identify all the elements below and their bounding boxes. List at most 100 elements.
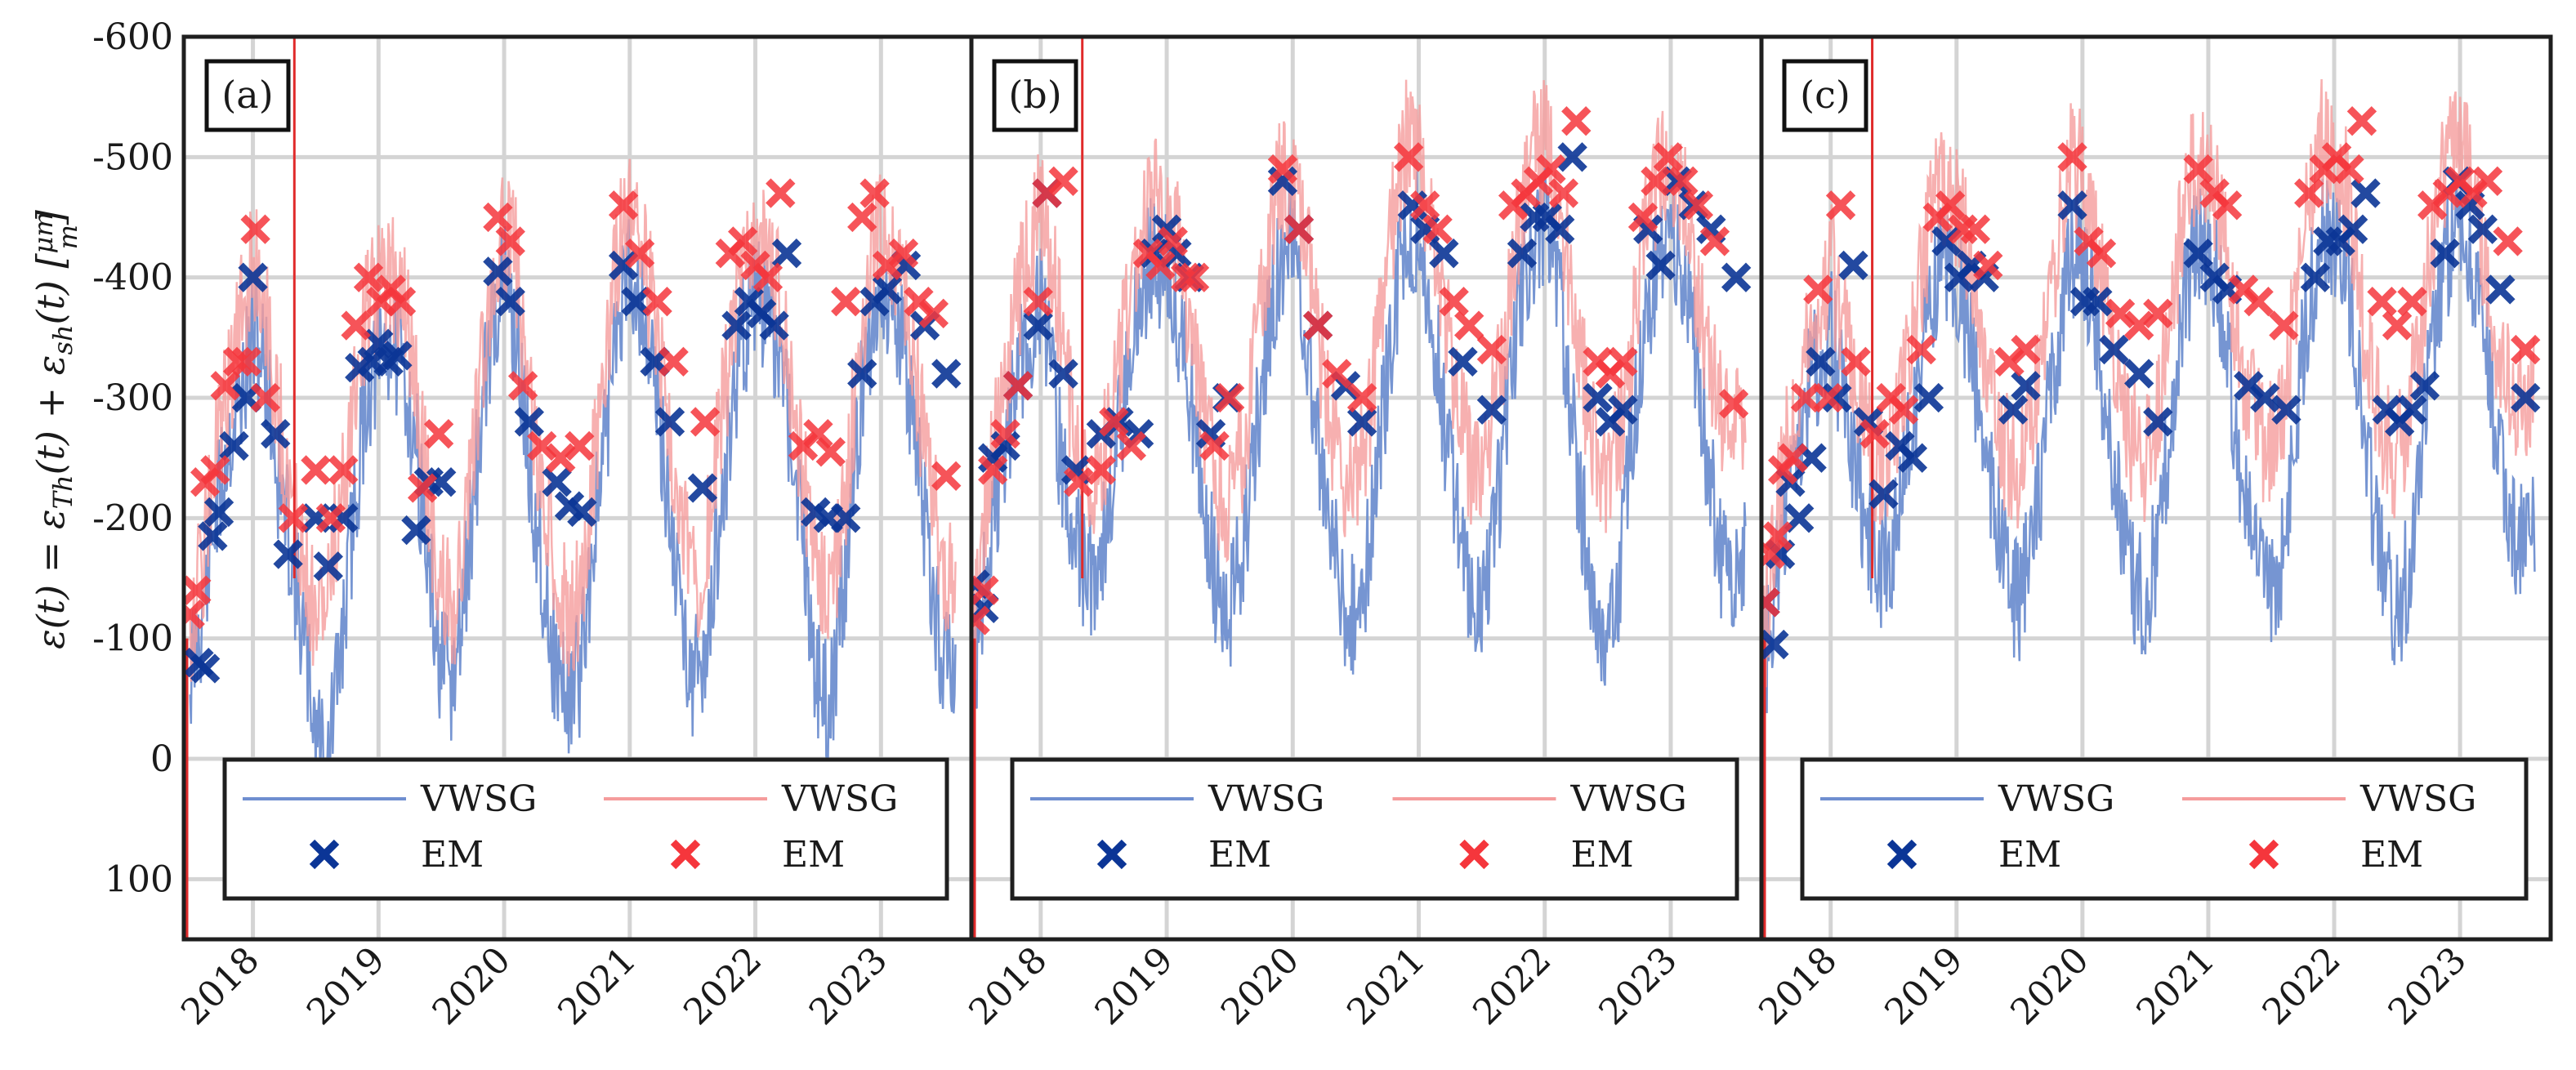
red-em-marker bbox=[1859, 419, 1890, 449]
blue-em-marker bbox=[654, 407, 685, 437]
blue-em-marker bbox=[1721, 262, 1752, 292]
red-em-marker bbox=[483, 202, 513, 233]
red-em-marker bbox=[1790, 382, 1821, 413]
panel-tag-text: (c) bbox=[1800, 73, 1851, 117]
red-em-marker bbox=[888, 239, 919, 269]
red-em-marker bbox=[2212, 190, 2243, 221]
y-tick-label: -400 bbox=[92, 257, 173, 299]
x-tick-label: 2023 bbox=[2381, 939, 2475, 1033]
x-tick-label: 2019 bbox=[299, 939, 393, 1033]
red-em-marker bbox=[690, 407, 721, 437]
blue-em-marker bbox=[2143, 407, 2173, 437]
panel-b: (b) VWSG VWSG EM EM 2018 2019 2020 2021 2022 2023 bbox=[961, 34, 1764, 1033]
blue-em-marker bbox=[1868, 479, 1899, 510]
red-em-marker bbox=[1346, 382, 1377, 413]
red-em-marker bbox=[184, 600, 205, 630]
blue-em-marker bbox=[1998, 395, 2029, 425]
red-em-marker bbox=[2367, 286, 2397, 317]
blue-em-marker bbox=[847, 359, 877, 389]
blue-em-marker bbox=[2183, 239, 2213, 269]
red-em-marker bbox=[386, 286, 417, 317]
blue-em-marker bbox=[2099, 334, 2129, 365]
blue-em-marker bbox=[2300, 262, 2331, 292]
x-tick-label: 2022 bbox=[2255, 939, 2349, 1033]
blue-em-marker bbox=[261, 419, 291, 449]
panel-tag: (a) bbox=[204, 59, 291, 132]
legend-label: EM bbox=[1998, 834, 2061, 876]
red-em-marker bbox=[2183, 154, 2213, 185]
red-em-marker bbox=[184, 575, 212, 605]
panel-tag: (c) bbox=[1782, 59, 1868, 132]
red-em-marker bbox=[1284, 214, 1315, 244]
legend-label: EM bbox=[1208, 834, 1271, 876]
red-em-marker bbox=[315, 503, 346, 533]
red-em-marker bbox=[2397, 286, 2427, 317]
blue-em-marker bbox=[238, 262, 268, 292]
legend-marker-swatch bbox=[1096, 839, 1127, 870]
blue-em-marker bbox=[2250, 382, 2280, 413]
panel-tag-text: (b) bbox=[1008, 73, 1061, 117]
legend: VWSG VWSG EM EM bbox=[1010, 757, 1739, 901]
legend-label: VWSG bbox=[781, 778, 898, 820]
blue-em-marker bbox=[1913, 382, 1944, 413]
red-em-marker bbox=[1099, 407, 1129, 437]
blue-em-marker bbox=[1448, 346, 1478, 377]
red-em-marker bbox=[1002, 371, 1034, 401]
red-em-marker bbox=[1322, 359, 1352, 389]
legend-marker-swatch bbox=[670, 839, 701, 870]
x-tick-label: 2018 bbox=[1751, 939, 1845, 1033]
x-tick-label: 2023 bbox=[1591, 939, 1685, 1033]
blue-em-marker bbox=[1822, 382, 1852, 413]
blue-em-marker bbox=[759, 310, 789, 341]
panel-a: (a) VWSG VWSG EM EM 2018 2019 2020 2021 2022 2023 bbox=[173, 34, 974, 1033]
blue-vwsg-line bbox=[1761, 178, 2536, 720]
blue-em-marker bbox=[495, 286, 525, 317]
red-em-marker bbox=[565, 430, 595, 461]
legend-marker-swatch bbox=[2248, 839, 2279, 870]
red-em-marker bbox=[546, 443, 576, 473]
red-em-marker bbox=[2294, 178, 2324, 208]
red-em-marker bbox=[2269, 310, 2299, 341]
red-em-marker bbox=[210, 371, 240, 401]
y-tick-label: -300 bbox=[92, 377, 173, 419]
red-em-marker bbox=[1476, 334, 1507, 365]
legend-label: EM bbox=[782, 834, 845, 876]
legend-label: VWSG bbox=[1998, 778, 2114, 820]
blue-em-marker bbox=[2011, 371, 2041, 401]
y-tick-label: -600 bbox=[92, 16, 173, 58]
blue-em-marker bbox=[687, 473, 718, 503]
red-em-marker bbox=[2124, 310, 2154, 341]
blue-em-marker bbox=[2057, 190, 2087, 221]
y-tick-label: -100 bbox=[92, 618, 173, 660]
red-em-marker bbox=[1179, 262, 1210, 292]
legend-label: EM bbox=[2360, 834, 2423, 876]
blue-em-marker bbox=[721, 310, 752, 341]
x-tick-label: 2021 bbox=[1339, 939, 1433, 1033]
red-em-marker bbox=[1454, 310, 1484, 341]
red-em-marker bbox=[507, 371, 538, 401]
red-em-marker bbox=[2243, 286, 2274, 317]
red-em-marker bbox=[1048, 166, 1078, 196]
red-em-marker bbox=[495, 226, 525, 256]
red-em-marker bbox=[250, 382, 281, 413]
x-tick-label: 2018 bbox=[173, 939, 267, 1033]
blue-em-marker bbox=[198, 521, 228, 551]
red-em-marker bbox=[1973, 250, 2003, 281]
y-axis-tick-labels: -600 -500 -400 -300 -200 -100 0 100 bbox=[92, 16, 173, 900]
blue-em-marker bbox=[1429, 239, 1459, 269]
red-em-marker bbox=[1935, 190, 1966, 221]
blue-em-marker bbox=[1507, 239, 1538, 269]
red-em-marker bbox=[1116, 430, 1147, 461]
blue-em-marker bbox=[1476, 395, 1507, 425]
red-em-marker bbox=[831, 286, 861, 317]
red-em-marker bbox=[1023, 286, 1053, 317]
blue-em-marker bbox=[2430, 239, 2460, 269]
blue-em-marker bbox=[2337, 214, 2368, 244]
x-tick-label: 2019 bbox=[1877, 939, 1971, 1033]
red-em-marker bbox=[353, 262, 384, 292]
red-em-marker bbox=[752, 262, 784, 292]
panel-tag: (b) bbox=[992, 59, 1078, 132]
x-tick-label: 2021 bbox=[2128, 939, 2222, 1033]
blue-em-marker bbox=[771, 239, 802, 269]
red-em-marker bbox=[2493, 226, 2523, 256]
